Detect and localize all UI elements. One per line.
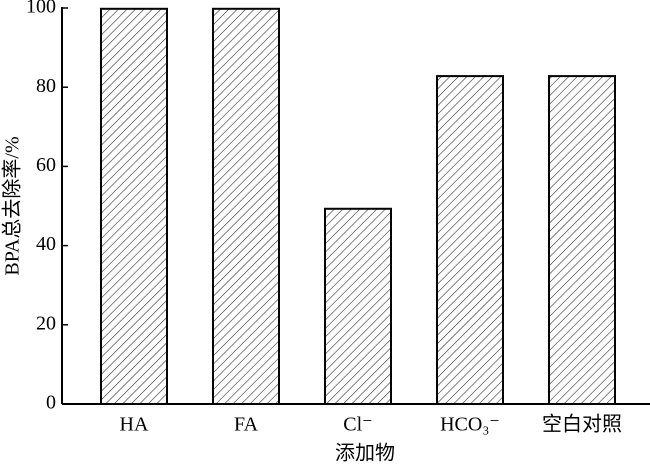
bar bbox=[324, 207, 392, 405]
bar bbox=[548, 75, 616, 405]
x-tick-label: HA bbox=[120, 414, 149, 436]
bar bbox=[100, 7, 168, 406]
y-tick-label: 0 bbox=[46, 392, 56, 414]
y-tick-label: 60 bbox=[36, 154, 56, 176]
y-tick-label: 100 bbox=[26, 0, 56, 18]
x-tick-label: Cl⁻ bbox=[343, 414, 372, 436]
bar bbox=[212, 7, 280, 406]
x-tick-label: 空白对照 bbox=[542, 413, 622, 436]
x-tick-label: FA bbox=[234, 414, 259, 436]
x-tick-label: HCO₃⁻ bbox=[440, 414, 500, 436]
y-axis-label: BPA总去除率/% bbox=[1, 136, 24, 275]
bar bbox=[436, 75, 504, 405]
y-tick-label: 80 bbox=[36, 75, 56, 97]
y-tick-label: 20 bbox=[36, 312, 56, 334]
y-tick-label: 40 bbox=[36, 233, 56, 255]
x-axis-label: 添加物 bbox=[335, 442, 395, 465]
